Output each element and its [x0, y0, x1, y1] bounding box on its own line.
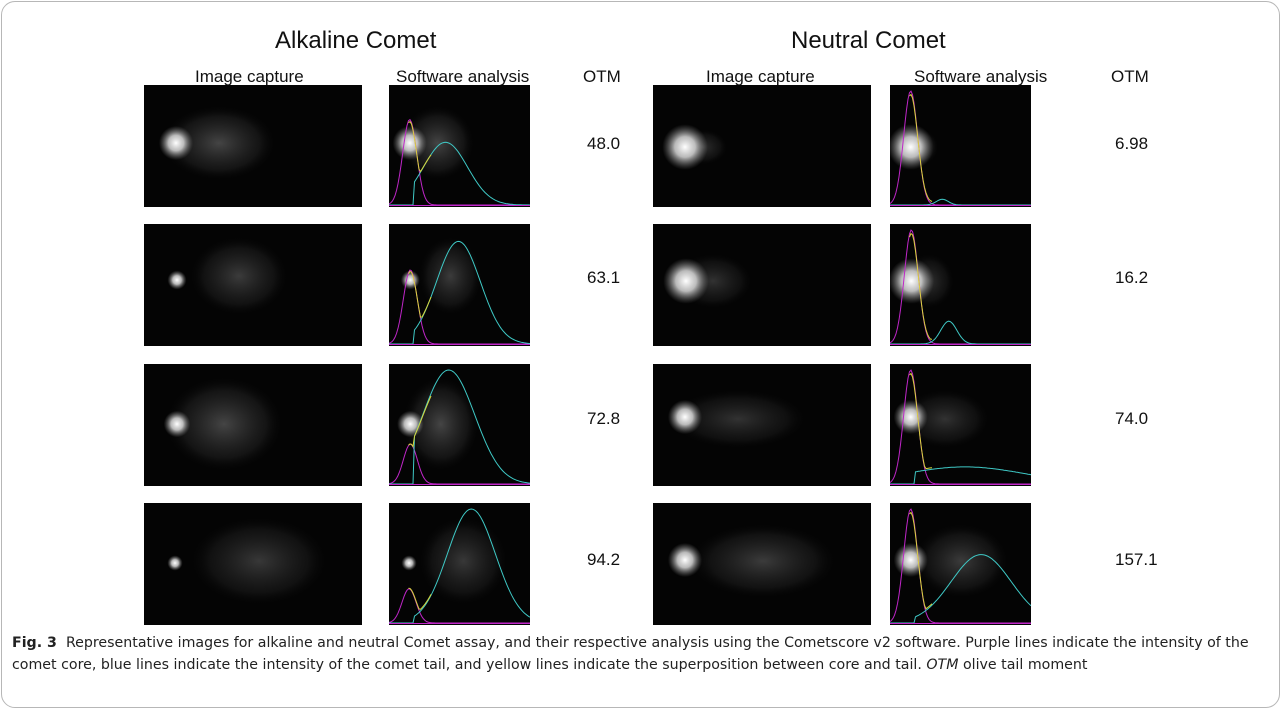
comet-tail-glow — [418, 516, 509, 606]
comet-analysis-image-alkaline-2 — [389, 224, 530, 346]
comet-head-glow — [667, 542, 703, 578]
col-header-image-capture-alkaline: Image capture — [195, 67, 304, 86]
comet-analysis-image-neutral-2 — [890, 224, 1031, 346]
caption-figure-label: Fig. 3 — [12, 635, 57, 651]
comet-tail-glow — [189, 236, 289, 316]
comet-head-glow — [158, 125, 194, 161]
panel-title-neutral: Neutral Comet — [791, 27, 946, 54]
otm-value-alkaline-1: 48.0 — [587, 134, 621, 153]
tail-intensity-trace — [890, 466, 1031, 485]
comet-head-glow — [167, 555, 183, 571]
otm-value-alkaline-4: 94.2 — [587, 550, 621, 569]
otm-value-neutral-4: 157.1 — [1115, 550, 1158, 569]
caption-abbreviation: OTM — [926, 657, 959, 673]
caption-text: Representative images for alkaline and n… — [12, 635, 1249, 673]
comet-head-glow — [163, 410, 191, 438]
comet-head-glow — [400, 270, 420, 290]
comet-capture-image-alkaline-3 — [144, 364, 362, 486]
caption-abbreviation-definition: olive tail moment — [962, 657, 1088, 673]
comet-head-glow — [167, 270, 187, 290]
comet-head-glow — [662, 124, 708, 170]
comet-tail-glow — [418, 236, 483, 316]
comet-head-glow — [663, 258, 709, 304]
comet-capture-image-neutral-1 — [653, 85, 871, 207]
tail-intensity-trace — [890, 198, 1031, 206]
col-header-otm-neutral: OTM — [1111, 67, 1149, 86]
comet-capture-image-alkaline-1 — [144, 85, 362, 207]
comet-head-glow — [890, 124, 934, 170]
overlap-intensity-trace — [909, 372, 933, 470]
comet-capture-image-alkaline-4 — [144, 503, 362, 625]
col-header-otm-alkaline: OTM — [583, 67, 621, 86]
comet-capture-image-neutral-4 — [653, 503, 871, 625]
comet-capture-image-alkaline-2 — [144, 224, 362, 346]
comet-tail-glow — [189, 516, 329, 606]
overlap-intensity-trace — [408, 395, 432, 448]
comet-capture-image-neutral-3 — [653, 364, 871, 486]
comet-tail-glow — [688, 523, 838, 599]
comet-tail-glow — [401, 376, 480, 472]
overlap-intensity-trace — [408, 270, 432, 318]
otm-value-neutral-1: 6.98 — [1115, 134, 1149, 153]
overlap-intensity-trace — [909, 232, 933, 340]
comet-head-glow — [890, 258, 935, 304]
comet-head-glow — [667, 399, 703, 435]
otm-value-neutral-3: 74.0 — [1115, 409, 1149, 428]
col-header-software-analysis-neutral: Software analysis — [914, 67, 1048, 86]
comet-head-glow — [392, 125, 427, 161]
comet-tail-glow — [164, 376, 284, 472]
col-header-image-capture-neutral: Image capture — [706, 67, 815, 86]
comet-analysis-image-alkaline-1 — [389, 85, 530, 207]
comet-head-glow — [893, 542, 928, 578]
overlap-intensity-trace — [909, 511, 933, 610]
overlap-intensity-trace — [408, 120, 432, 173]
comet-tail-glow — [912, 523, 1010, 599]
figure-caption: Fig. 3 Representative images for alkalin… — [12, 632, 1268, 676]
overlap-intensity-trace — [909, 93, 933, 202]
comet-capture-image-neutral-2 — [653, 224, 871, 346]
otm-value-neutral-2: 16.2 — [1115, 268, 1149, 287]
tail-intensity-trace — [890, 320, 1031, 345]
comet-tail-glow — [399, 105, 476, 181]
comet-tail-glow — [161, 105, 277, 181]
comet-analysis-image-neutral-4 — [890, 503, 1031, 625]
comet-head-glow — [401, 555, 417, 571]
comet-head-glow — [893, 399, 928, 435]
comet-analysis-image-neutral-3 — [890, 364, 1031, 486]
otm-value-alkaline-2: 63.1 — [587, 268, 621, 287]
comet-analysis-image-neutral-1 — [890, 85, 1031, 207]
col-header-software-analysis-alkaline: Software analysis — [396, 67, 530, 86]
comet-analysis-image-alkaline-3 — [389, 364, 530, 486]
comet-tail-glow — [899, 389, 991, 449]
comet-tail-glow — [668, 389, 808, 449]
otm-value-alkaline-3: 72.8 — [587, 409, 621, 428]
comet-analysis-image-alkaline-4 — [389, 503, 530, 625]
panel-title-alkaline: Alkaline Comet — [275, 27, 437, 54]
overlap-intensity-trace — [408, 587, 432, 610]
